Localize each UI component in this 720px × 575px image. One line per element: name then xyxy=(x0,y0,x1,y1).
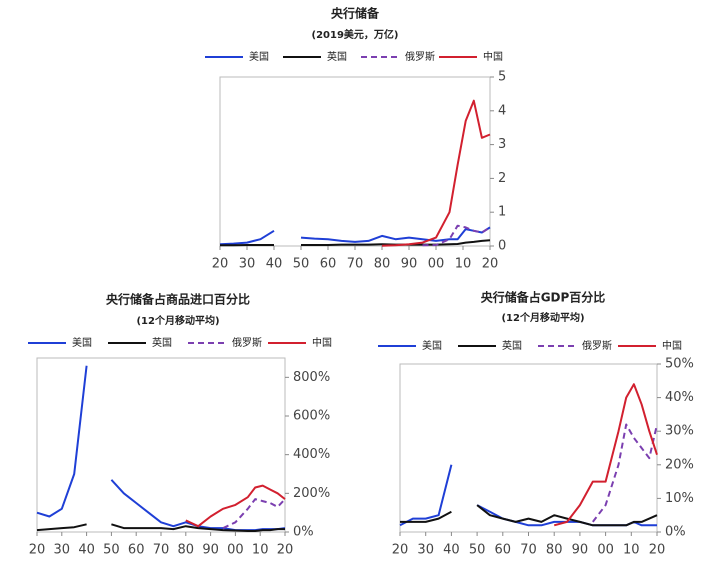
chart-subtitle: (2019美元，万亿) xyxy=(312,28,399,41)
x-tick-label: 00 xyxy=(597,543,614,558)
x-tick-label: 70 xyxy=(520,543,537,558)
legend-label: 美国 xyxy=(422,339,442,352)
x-tick-label: 90 xyxy=(401,257,418,272)
x-tick-label: 90 xyxy=(572,543,589,558)
legend-label: 中国 xyxy=(662,339,682,352)
x-tick-label: 30 xyxy=(239,257,256,272)
chart-title: 央行储备占GDP百分比 xyxy=(481,290,606,305)
legend-label: 美国 xyxy=(72,336,92,349)
x-tick-label: 40 xyxy=(266,257,283,272)
legend-label: 俄罗斯 xyxy=(405,50,435,63)
series-line xyxy=(36,523,285,532)
y-tick-label: 0 xyxy=(498,239,506,254)
plot-frame xyxy=(399,363,658,533)
y-tick-label: 400% xyxy=(293,447,330,462)
y-tick-label: 800% xyxy=(293,370,330,385)
x-tick-label: 10 xyxy=(623,543,640,558)
y-tick-label: 40% xyxy=(665,390,694,405)
x-tick-label: 90 xyxy=(202,543,219,558)
plot-frame xyxy=(219,76,491,247)
x-tick-label: 20 xyxy=(392,543,409,558)
x-tick-label: 10 xyxy=(455,257,472,272)
series-line xyxy=(422,224,491,247)
x-tick-label: 60 xyxy=(128,543,145,558)
y-tick-label: 3 xyxy=(498,137,506,152)
y-tick-label: 5 xyxy=(498,70,506,85)
y-tick-label: 600% xyxy=(293,409,330,424)
series-line xyxy=(553,383,658,527)
series-line xyxy=(400,504,658,527)
x-tick-label: 20 xyxy=(212,257,229,272)
x-tick-label: 30 xyxy=(54,543,71,558)
chart-subtitle: (12个月移动平均) xyxy=(136,314,219,327)
x-tick-label: 80 xyxy=(374,257,391,272)
y-tick-label: 4 xyxy=(498,103,506,118)
x-tick-label: 20 xyxy=(29,543,46,558)
series-line xyxy=(219,226,491,246)
series-line xyxy=(185,484,286,528)
series-line xyxy=(592,423,658,523)
x-tick-label: 30 xyxy=(417,543,434,558)
series-line xyxy=(36,365,286,532)
x-tick-label: 20 xyxy=(649,543,666,558)
x-tick-label: 50 xyxy=(469,543,486,558)
legend-label: 英国 xyxy=(152,336,172,349)
legend-label: 中国 xyxy=(483,50,503,63)
legend-label: 中国 xyxy=(312,336,332,349)
y-tick-label: 50% xyxy=(665,357,694,372)
x-tick-label: 70 xyxy=(347,257,364,272)
y-tick-label: 0% xyxy=(293,525,314,540)
x-tick-label: 10 xyxy=(252,543,269,558)
x-tick-label: 20 xyxy=(277,543,294,558)
x-tick-label: 70 xyxy=(153,543,170,558)
legend-label: 英国 xyxy=(502,339,522,352)
x-tick-label: 60 xyxy=(320,257,337,272)
plot-frame xyxy=(36,357,286,533)
x-tick-label: 80 xyxy=(178,543,195,558)
x-tick-label: 80 xyxy=(546,543,563,558)
x-tick-label: 00 xyxy=(428,257,445,272)
x-tick-label: 50 xyxy=(103,543,120,558)
legend-label: 俄罗斯 xyxy=(232,336,262,349)
x-tick-label: 40 xyxy=(78,543,95,558)
series-line xyxy=(399,464,657,527)
x-tick-label: 60 xyxy=(495,543,512,558)
chart-title: 央行储备占商品进口百分比 xyxy=(106,292,250,307)
x-tick-label: 20 xyxy=(482,257,499,272)
x-tick-label: 50 xyxy=(293,257,310,272)
chart-title: 央行储备 xyxy=(331,6,380,21)
y-tick-label: 20% xyxy=(665,457,694,472)
y-tick-label: 30% xyxy=(665,424,694,439)
series-line xyxy=(222,498,286,530)
x-tick-label: 40 xyxy=(443,543,460,558)
chart-subtitle: (12个月移动平均) xyxy=(501,311,584,324)
y-tick-label: 1 xyxy=(498,205,506,220)
y-tick-label: 0% xyxy=(665,525,686,540)
series-line xyxy=(381,99,491,247)
y-tick-label: 10% xyxy=(665,491,694,506)
y-tick-label: 2 xyxy=(498,171,506,186)
x-tick-label: 00 xyxy=(227,543,244,558)
legend-label: 俄罗斯 xyxy=(582,339,612,352)
legend-label: 美国 xyxy=(249,50,269,63)
legend-label: 英国 xyxy=(327,50,347,63)
y-tick-label: 200% xyxy=(293,486,330,501)
